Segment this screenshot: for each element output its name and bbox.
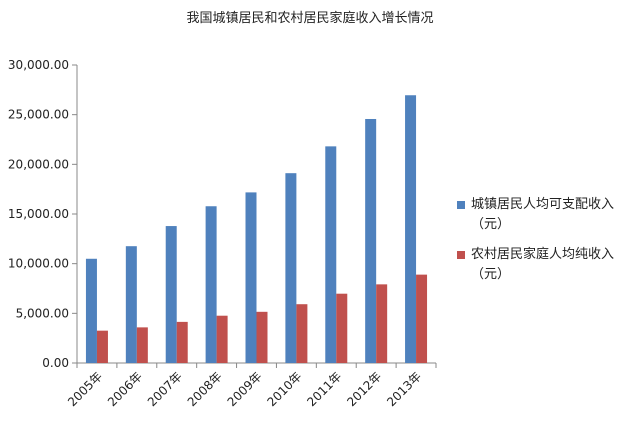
x-tick-label: 2006年: [105, 369, 145, 409]
x-tick-label: 2010年: [265, 369, 305, 409]
y-tick-label: 15,000.00: [8, 207, 69, 221]
x-tick-label: 2011年: [304, 369, 344, 409]
bar-rural: [296, 304, 308, 363]
y-tick-label: 25,000.00: [8, 108, 69, 122]
legend: 城镇居民人均可支配收入 （元） 农村居民家庭人均纯收入 （元）: [457, 195, 635, 295]
y-tick-label: 5,000.00: [16, 306, 69, 320]
bar-rural: [216, 315, 228, 363]
y-axis: 0.00 5,000.00 10,000.00 15,000.00 20,000.00 2…: [8, 58, 78, 370]
bar-urban: [325, 146, 337, 363]
x-tick-label: 2013年: [384, 369, 424, 409]
bar-rural: [176, 321, 188, 363]
legend-label-urban-line1: 城镇居民人均可支配收入: [471, 197, 615, 212]
y-tick-label: 20,000.00: [8, 157, 69, 171]
x-tick-label: 2009年: [225, 369, 265, 409]
bar-rural: [376, 284, 388, 363]
bar-urban: [125, 246, 137, 363]
bar-urban: [165, 226, 177, 363]
bar-rural: [416, 274, 428, 363]
x-tick-label: 2007年: [145, 369, 185, 409]
y-tick-label: 10,000.00: [8, 257, 69, 271]
bar-series: [85, 95, 428, 363]
bar-rural: [336, 293, 348, 363]
bar-urban: [405, 95, 417, 363]
legend-swatch-rural: [457, 251, 465, 259]
bar-rural: [136, 327, 148, 363]
x-tick-label: 2012年: [344, 369, 384, 409]
bar-urban: [285, 173, 297, 363]
legend-item-rural: 农村居民家庭人均纯收入 （元）: [457, 245, 635, 285]
bar-urban: [85, 258, 97, 363]
legend-item-urban: 城镇居民人均可支配收入 （元）: [457, 195, 635, 235]
x-tick-label: 2005年: [65, 369, 105, 409]
bar-urban: [205, 206, 217, 363]
chart-title: 我国城镇居民和农村居民家庭收入增长情况: [186, 10, 433, 26]
legend-label-urban-line2: （元）: [471, 217, 511, 232]
x-axis: 2005年 2006年 2007年 2008年 2009年 2010年 2011年 2012年…: [65, 362, 437, 409]
y-tick-label: 0.00: [42, 356, 69, 370]
legend-label-rural-line1: 农村居民家庭人均纯收入: [471, 247, 615, 262]
bar-urban: [245, 192, 257, 363]
bar-urban: [365, 118, 377, 363]
x-tick-label: 2008年: [185, 369, 225, 409]
bar-rural: [256, 311, 268, 363]
legend-swatch-urban: [457, 201, 465, 209]
bar-rural: [96, 330, 108, 363]
y-tick-label: 30,000.00: [8, 58, 69, 72]
legend-label-rural-line2: （元）: [471, 267, 511, 282]
